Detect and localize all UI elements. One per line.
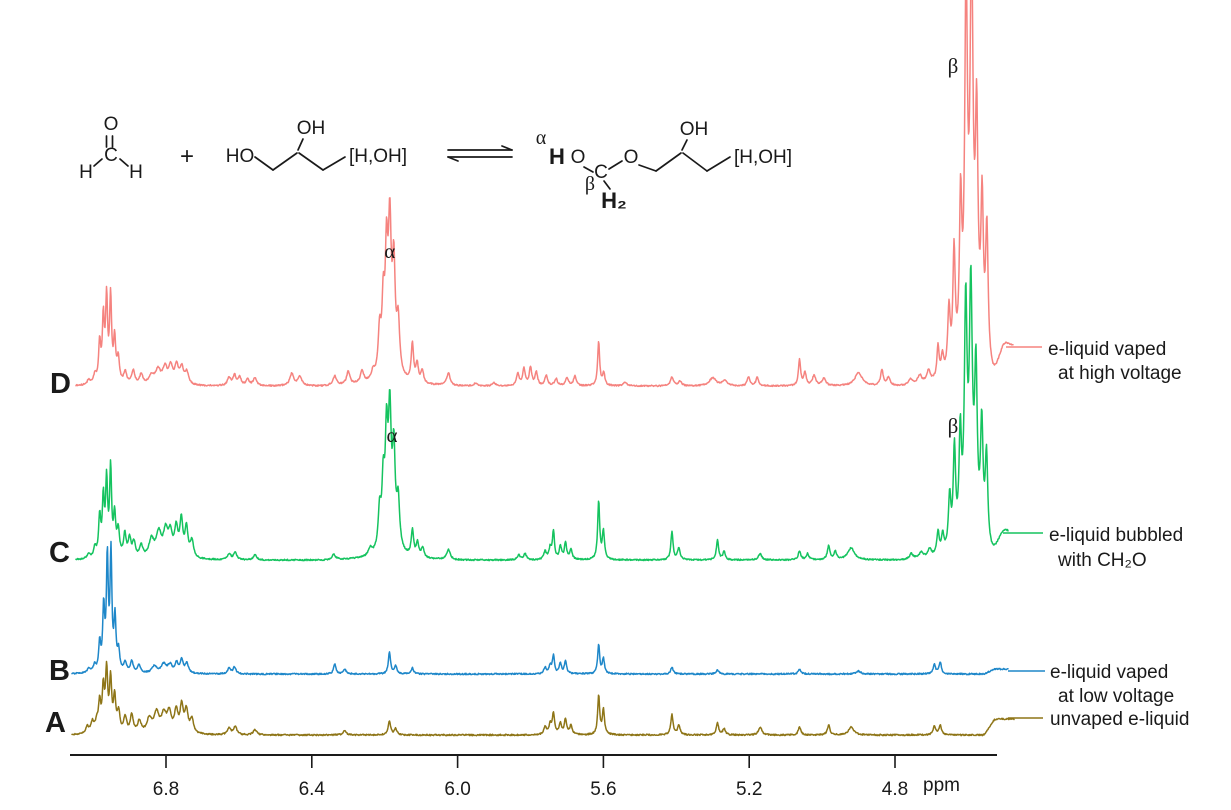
product-oh-bond (681, 139, 688, 151)
formaldehyde-oxygen-label: O (104, 114, 119, 135)
legend-a-line1: unvaped e-liquid (1050, 709, 1189, 730)
product-bond-2 (655, 152, 682, 172)
row-letter-c: C (49, 537, 70, 569)
row-letters: D C B A (45, 368, 71, 739)
legend-d-line2: at high voltage (1058, 363, 1182, 384)
equilibrium-arrow-top-barb (501, 145, 513, 151)
product-beta-label: β (585, 173, 595, 195)
equilibrium-arrows (447, 145, 513, 162)
formaldehyde-h-right-label: H (129, 162, 143, 183)
x-axis-ticks: 6.8 6.4 6.0 5.6 5.2 4.8 (153, 755, 908, 800)
reaction-scheme: O C H H + HO OH [H,OH] (79, 114, 792, 213)
spectra (71, 0, 1015, 737)
diol-bond-4 (322, 156, 346, 171)
spectrum-b-trace (71, 540, 1009, 676)
x-axis-tick-label: 5.2 (736, 779, 762, 800)
legend: e-liquid vaped at high voltage e-liquid … (1003, 339, 1189, 730)
legend-c-line1: e-liquid bubbled (1049, 525, 1183, 546)
product-c-label: C (594, 162, 608, 183)
legend-c-line2: with CH₂O (1057, 550, 1147, 571)
diol-oh-label: OH (297, 118, 326, 139)
diol-structure: HO OH [H,OH] (226, 118, 407, 171)
x-axis-tick-label: 4.8 (882, 779, 908, 800)
peak-annotation-β-D: β (948, 54, 959, 78)
product-bond-3 (682, 152, 708, 172)
spectrum-d-trace (75, 0, 1014, 388)
product-bond-c-o2 (608, 160, 623, 170)
legend-d-line1: e-liquid vaped (1048, 339, 1166, 360)
x-axis: 6.8 6.4 6.0 5.6 5.2 4.8 ppm (70, 754, 997, 800)
diol-bond-3 (298, 152, 324, 171)
product-beta-h2-label: H₂ (601, 188, 627, 213)
product-oh-label: OH (680, 119, 709, 140)
peak-annotations: α β α β (384, 54, 958, 447)
equilibrium-arrow-bottom-barb (447, 156, 459, 162)
peak-annotation-β-C: β (948, 414, 959, 438)
product-alpha-label: α (536, 127, 547, 149)
formaldehyde-carbon-label: C (104, 145, 118, 166)
formaldehyde-h-left-label: H (79, 162, 93, 183)
diol-bond-2 (272, 152, 298, 171)
row-letter-d: D (50, 368, 71, 400)
c-h-bond-right (119, 158, 129, 167)
product-bond-o1-c (583, 166, 594, 173)
hemiacetal-structure: α H O C O OH [H,OH] β H₂ (536, 119, 792, 213)
row-letter-a: A (45, 707, 66, 739)
spectrum-c-trace (75, 264, 1009, 562)
formaldehyde-structure: O C H H (79, 114, 143, 183)
diol-bond-1 (254, 156, 274, 171)
product-bond-c-h2 (603, 180, 611, 190)
x-axis-tick-label: 6.0 (444, 779, 470, 800)
x-axis-tick-label: 6.4 (299, 779, 326, 800)
product-alpha-h-label: H (549, 144, 565, 169)
diol-oh-bond (297, 138, 304, 151)
x-axis-tick-label: 5.6 (590, 779, 616, 800)
product-o1-label: O (571, 147, 586, 168)
peak-annotation-α-D: α (384, 239, 395, 263)
c-h-bond-left (93, 158, 103, 167)
diol-tail-label: [H,OH] (349, 146, 407, 167)
product-bond-1 (638, 164, 657, 172)
product-tail-label: [H,OH] (734, 147, 792, 168)
peak-annotation-α-C: α (386, 423, 397, 447)
spectrum-a-trace (71, 660, 1015, 737)
row-letter-b: B (49, 655, 70, 687)
diol-ho-label: HO (226, 146, 255, 167)
legend-b-line2: at low voltage (1058, 686, 1174, 707)
x-axis-unit-label: ppm (923, 775, 960, 796)
x-axis-tick-label: 6.8 (153, 779, 179, 800)
legend-b-line1: e-liquid vaped (1050, 662, 1168, 683)
product-bond-4 (706, 156, 731, 172)
product-o2-label: O (624, 147, 639, 168)
plus-sign: + (180, 143, 194, 170)
